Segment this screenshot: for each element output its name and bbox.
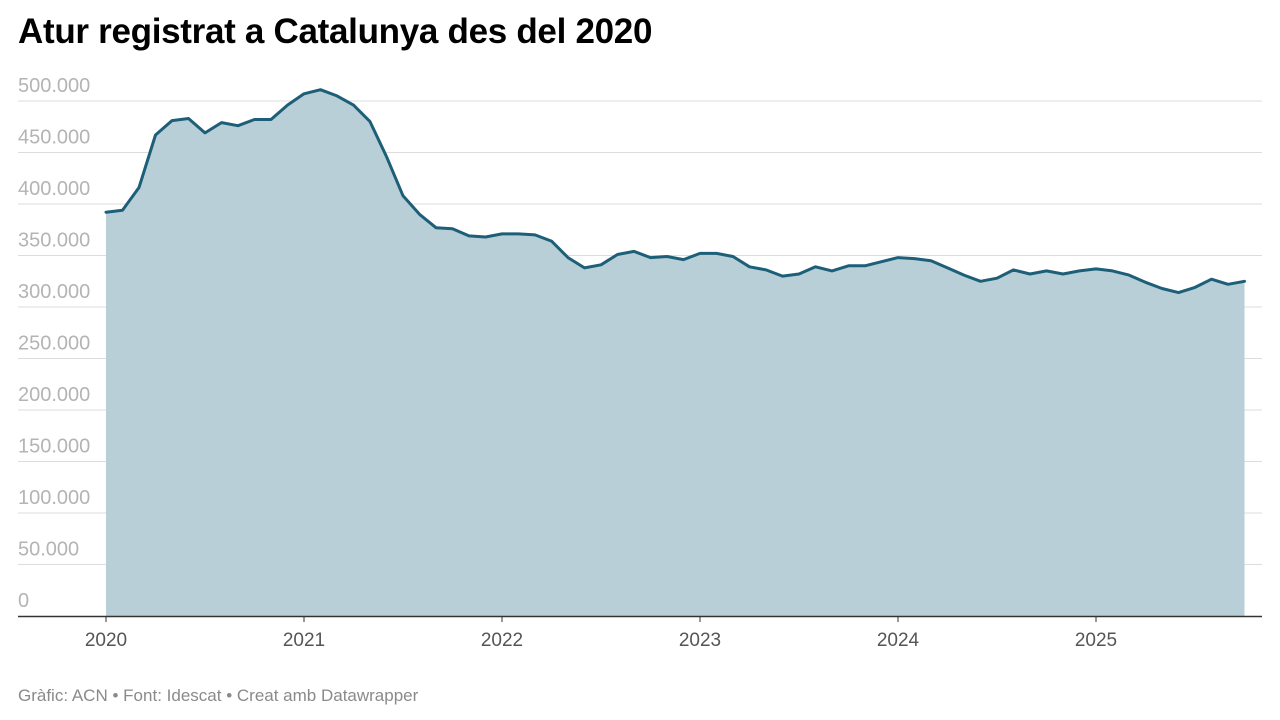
footer-credit: Gràfic: ACN bbox=[18, 686, 108, 705]
y-tick-label: 500.000 bbox=[18, 75, 90, 97]
footer-source: Font: Idescat bbox=[123, 686, 222, 705]
chart-title: Atur registrat a Catalunya des del 2020 bbox=[18, 12, 653, 51]
x-tick-label: 2024 bbox=[877, 630, 920, 651]
y-tick-label: 250.000 bbox=[18, 333, 90, 355]
area-chart: 0 50.000 100.000 150.000 200.000 250.000 300.0… bbox=[18, 75, 1262, 651]
y-tick-label: 400.000 bbox=[18, 178, 90, 200]
x-tick-label: 2025 bbox=[1075, 630, 1117, 651]
footer-separator-2: • bbox=[226, 686, 233, 705]
y-tick-label: 350.000 bbox=[18, 230, 90, 252]
y-tick-label: 100.000 bbox=[18, 487, 90, 509]
y-tick-label: 150.000 bbox=[18, 436, 90, 458]
area-fill bbox=[106, 89, 1245, 616]
y-tick-label: 450.000 bbox=[18, 127, 90, 149]
x-tick-label: 2021 bbox=[283, 630, 325, 651]
y-tick-label: 0 bbox=[18, 590, 29, 612]
y-tick-label: 300.000 bbox=[18, 281, 90, 303]
y-tick-label: 50.000 bbox=[18, 539, 79, 561]
footer-credits: Gràfic: ACN • Font: Idescat • Creat amb … bbox=[18, 686, 418, 706]
y-tick-label: 200.000 bbox=[18, 384, 90, 406]
footer-tool: Creat amb Datawrapper bbox=[236, 686, 419, 705]
x-tick-label: 2023 bbox=[679, 630, 721, 651]
y-axis-tick-labels: 0 50.000 100.000 150.000 200.000 250.000 300.0… bbox=[18, 75, 90, 612]
footer-separator-1: • bbox=[112, 686, 119, 705]
x-axis-tick-labels: 2020 2021 2022 2023 2024 2025 bbox=[85, 616, 1117, 651]
x-tick-label: 2022 bbox=[481, 630, 523, 651]
series-line bbox=[104, 88, 1246, 295]
x-tick-label: 2020 bbox=[85, 630, 127, 651]
